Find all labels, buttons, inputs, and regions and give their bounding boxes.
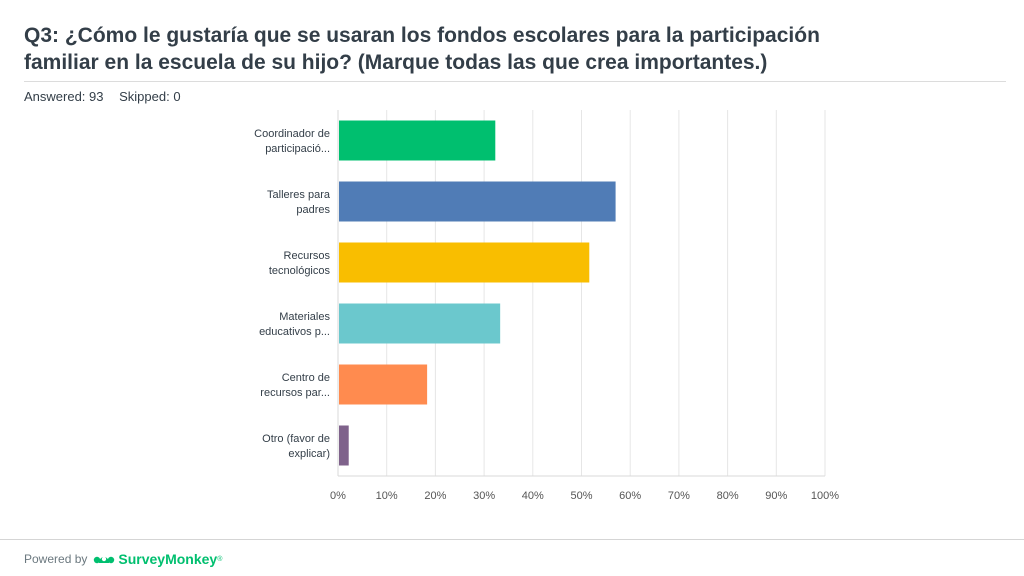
x-tick-label-5: 50% [570, 490, 592, 502]
x-tick-label-3: 30% [473, 490, 495, 502]
x-tick-label-10: 100% [811, 490, 839, 502]
question-title: Q3: ¿Cómo le gustaría que se usaran los … [24, 22, 984, 76]
x-tick-label-8: 80% [717, 490, 739, 502]
question-title-line-2: familiar en la escuela de su hijo? (Marq… [24, 51, 768, 74]
bar-chart: 0% 10% 20% 30% 40% 50% 60% 70% 80% 90% 100% Coordin… [254, 110, 839, 502]
category-label-0-line-0: Coordinador de [254, 128, 330, 140]
category-label-4-line-1: recursos par... [260, 387, 330, 399]
category-label-1-line-0: Talleres para [267, 189, 331, 201]
bar-0 [339, 120, 496, 161]
x-tick-label-4: 40% [522, 490, 544, 502]
skipped-count: Skipped: 0 [119, 89, 181, 104]
surveymonkey-brand[interactable]: SurveyMonkey [118, 551, 218, 567]
category-label-3-line-0: Materiales [279, 311, 330, 323]
x-tick-label-1: 10% [376, 490, 398, 502]
bar-2 [339, 242, 590, 283]
category-label-5-line-1: explicar) [288, 448, 330, 460]
surveymonkey-logo-icon[interactable] [93, 552, 115, 566]
answered-count: Answered: 93 [24, 89, 104, 104]
powered-by-label: Powered by [24, 552, 88, 566]
category-label-2-line-1: tecnológicos [269, 265, 331, 277]
category-label-3-line-1: educativos p... [259, 326, 330, 338]
x-tick-label-6: 60% [619, 490, 641, 502]
bar-5 [339, 425, 349, 466]
x-tick-label-0: 0% [330, 490, 346, 502]
category-label-1-line-1: padres [296, 204, 330, 216]
bar-4 [339, 364, 428, 405]
bar-3 [339, 303, 501, 344]
category-label-5-line-0: Otro (favor de [262, 433, 330, 445]
x-tick-label-2: 20% [424, 490, 446, 502]
footer: Powered by SurveyMonkey ® [24, 549, 222, 569]
bar-1 [339, 181, 616, 222]
x-tick-label-7: 70% [668, 490, 690, 502]
category-label-0-line-1: participació... [265, 143, 330, 155]
question-title-line-1: Q3: ¿Cómo le gustaría que se usaran los … [24, 24, 820, 47]
x-tick-label-9: 90% [765, 490, 787, 502]
footer-divider [0, 539, 1024, 540]
category-label-4-line-0: Centro de [282, 372, 330, 384]
title-divider [24, 81, 1006, 82]
trademark-symbol: ® [217, 555, 223, 563]
response-stats: Answered: 93 Skipped: 0 [24, 89, 181, 104]
category-label-2-line-0: Recursos [284, 250, 331, 262]
